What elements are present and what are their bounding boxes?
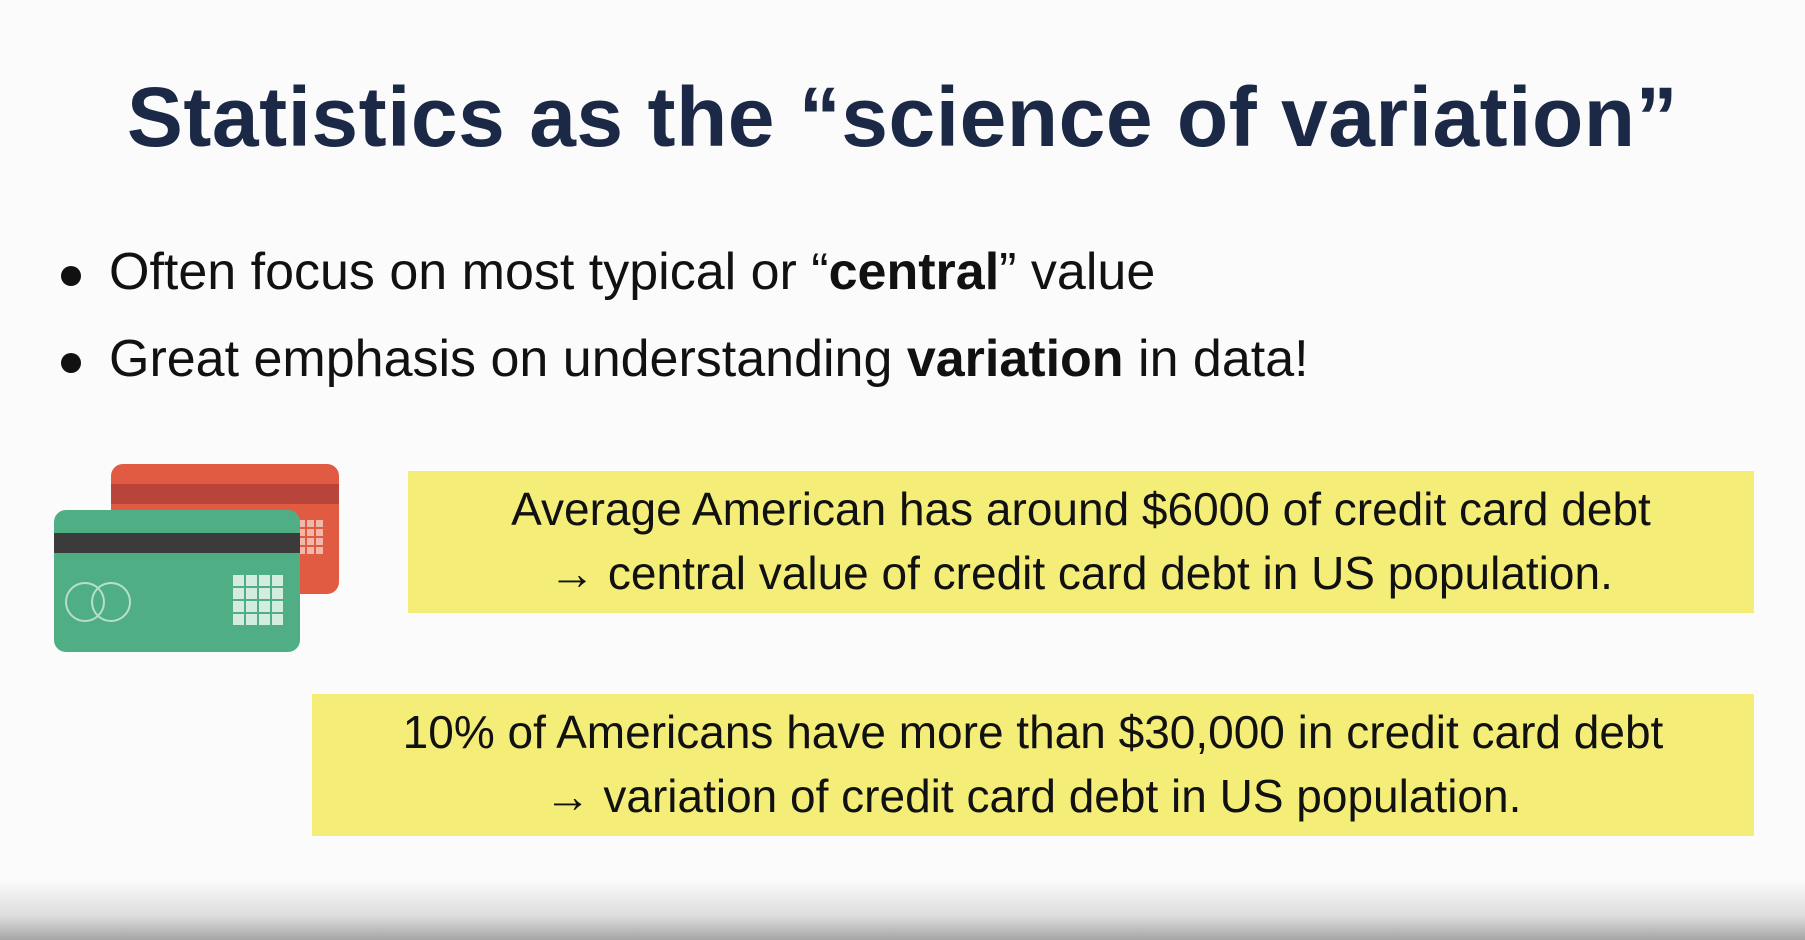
bullet-text-before: Great emphasis on understanding xyxy=(109,330,907,388)
callout-line-1: 10% of Americans have more than $30,000 … xyxy=(402,706,1664,758)
bullet-list: Often focus on most typical or “central”… xyxy=(55,240,1309,414)
bullet-dot-icon xyxy=(61,353,81,373)
bullet-text-after: in data! xyxy=(1123,330,1309,388)
callout-line-1: Average American has around $6000 of cre… xyxy=(511,483,1651,535)
bullet-text-after: ” value xyxy=(999,243,1156,301)
bottom-shadow xyxy=(0,880,1805,940)
bullet-text-bold: variation xyxy=(906,330,1124,388)
bullet-text-before: Often focus on most typical or “ xyxy=(109,243,829,301)
bullet-text-bold: central xyxy=(828,243,1000,301)
variation-callout: 10% of Americans have more than $30,000 … xyxy=(312,694,1754,836)
bullet-central-value: Often focus on most typical or “central”… xyxy=(55,240,1309,304)
front-credit-card xyxy=(54,510,300,652)
callout-line-2: → central value of credit card debt in U… xyxy=(549,547,1613,599)
callout-line-2: → variation of credit card debt in US po… xyxy=(544,770,1522,822)
central-value-callout: Average American has around $6000 of cre… xyxy=(408,471,1754,613)
slide-title: Statistics as the “science of variation” xyxy=(126,70,1679,164)
bullet-variation: Great emphasis on understanding variatio… xyxy=(55,327,1309,391)
credit-cards-icon xyxy=(52,462,342,662)
bullet-dot-icon xyxy=(61,266,81,286)
